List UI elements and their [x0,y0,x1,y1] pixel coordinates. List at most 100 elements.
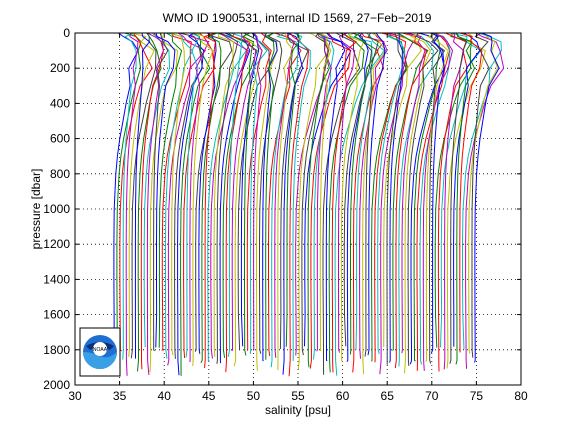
salinity-profile-line [210,33,249,359]
salinity-profile-line [404,33,432,374]
x-tick-label: 45 [202,389,216,403]
salinity-profile-line [203,33,216,369]
salinity-profile-line [398,33,434,367]
salinity-profile-line [240,33,260,347]
salinity-profile-line [443,33,465,370]
svg-text:NOAA: NOAA [93,347,108,353]
salinity-profile-line [231,33,257,352]
x-tick-label: 70 [425,389,439,403]
salinity-profile-line [165,33,194,359]
salinity-profile-line [122,33,137,360]
salinity-profile-line [338,33,356,353]
salinity-profile-line [246,33,272,351]
salinity-profile-line [401,33,426,354]
salinity-profile-line [446,33,486,369]
salinity-profile-line [379,33,414,375]
salinity-profile-line [430,33,445,354]
salinity-profile-line [471,33,490,358]
salinity-profile-line [153,33,169,352]
salinity-profile-line [297,33,330,370]
salinity-profile-line [146,33,164,375]
salinity-profile-line [292,33,311,361]
salinity-profile-line [227,33,243,357]
salinity-profile-line [422,33,454,371]
salinity-profile-line [262,33,278,362]
salinity-profile-line [285,33,300,347]
salinity-profile-line [449,33,468,364]
x-tick-label: 75 [470,389,484,403]
x-tick-label: 50 [247,389,261,403]
x-tick-label: 30 [68,389,82,403]
y-axis-ticks: 0 200 400 600 800 1000 1200 1400 1600 1800 2000 [43,26,521,392]
salinity-profile-line [216,33,239,364]
salinity-profile-line [318,33,332,352]
y-tick-label: 1600 [43,308,70,322]
y-tick-label: 2000 [43,378,70,392]
salinity-profile-line [130,33,157,359]
salinity-profile-line [277,33,294,371]
salinity-profile-line [371,33,409,362]
salinity-profile-line [429,33,446,364]
salinity-profile-line [364,33,379,357]
salinity-profile-line [213,33,235,357]
salinity-profile-line [459,33,483,353]
salinity-profile-line [161,33,192,351]
salinity-profile-line [241,33,254,356]
salinity-profile-line [282,33,304,375]
salinity-profile-line [419,33,451,365]
x-axis-label: salinity [psu] [265,403,331,417]
salinity-profile-line [170,33,186,356]
salinity-profile-line [252,33,263,351]
y-tick-label: 0 [63,26,70,40]
salinity-profile-line [233,33,263,367]
salinity-profile-line [134,33,151,359]
salinity-profile-line [222,33,258,358]
x-tick-label: 55 [291,389,305,403]
salinity-profile-line [313,33,335,360]
salinity-profile-line [316,33,332,352]
salinity-profile-line [367,33,386,356]
salinity-profile-line [119,33,153,352]
salinity-profile-line [301,33,329,356]
salinity-profile-line [389,33,403,363]
salinity-profile-line [407,33,439,366]
x-axis-ticks: 30 35 40 45 50 55 60 65 70 75 80 [68,33,528,403]
salinity-profile-line [177,33,205,376]
salinity-profile-line [137,33,162,372]
y-tick-label: 1000 [43,202,70,216]
salinity-profile-line [116,33,142,359]
y-tick-label: 800 [50,167,70,181]
y-tick-label: 200 [50,61,70,75]
salinity-profile-line [128,33,155,357]
salinity-profile-line [355,33,386,350]
salinity-profile-line [279,33,309,350]
salinity-profile-line [264,33,275,360]
salinity-profile-line [465,33,505,369]
salinity-profile-line [185,33,200,358]
salinity-profile-line [174,33,203,359]
salinity-profile-line [340,33,365,363]
salinity-profile-line [386,33,407,365]
y-axis-label: pressure [dbar] [29,169,43,250]
y-tick-label: 1800 [43,343,70,357]
salinity-profile-line [425,33,449,362]
salinity-profile-line [249,33,268,355]
y-tick-label: 600 [50,132,70,146]
salinity-profile-line [200,33,222,364]
salinity-profile-line [359,33,388,359]
salinity-profile-line [155,33,176,348]
y-tick-label: 1400 [43,272,70,286]
x-tick-label: 80 [514,389,528,403]
salinity-profile-line [331,33,357,373]
salinity-profile-line [328,33,365,373]
x-tick-label: 65 [381,389,395,403]
salinity-profile-line [192,33,214,367]
salinity-profile-line [352,33,385,373]
salinity-profile-line [274,33,295,358]
salinity-profile-line [183,33,216,359]
salinity-profile-line [350,33,379,355]
x-tick-label: 40 [158,389,172,403]
y-tick-label: 1200 [43,237,70,251]
x-tick-label: 60 [336,389,350,403]
